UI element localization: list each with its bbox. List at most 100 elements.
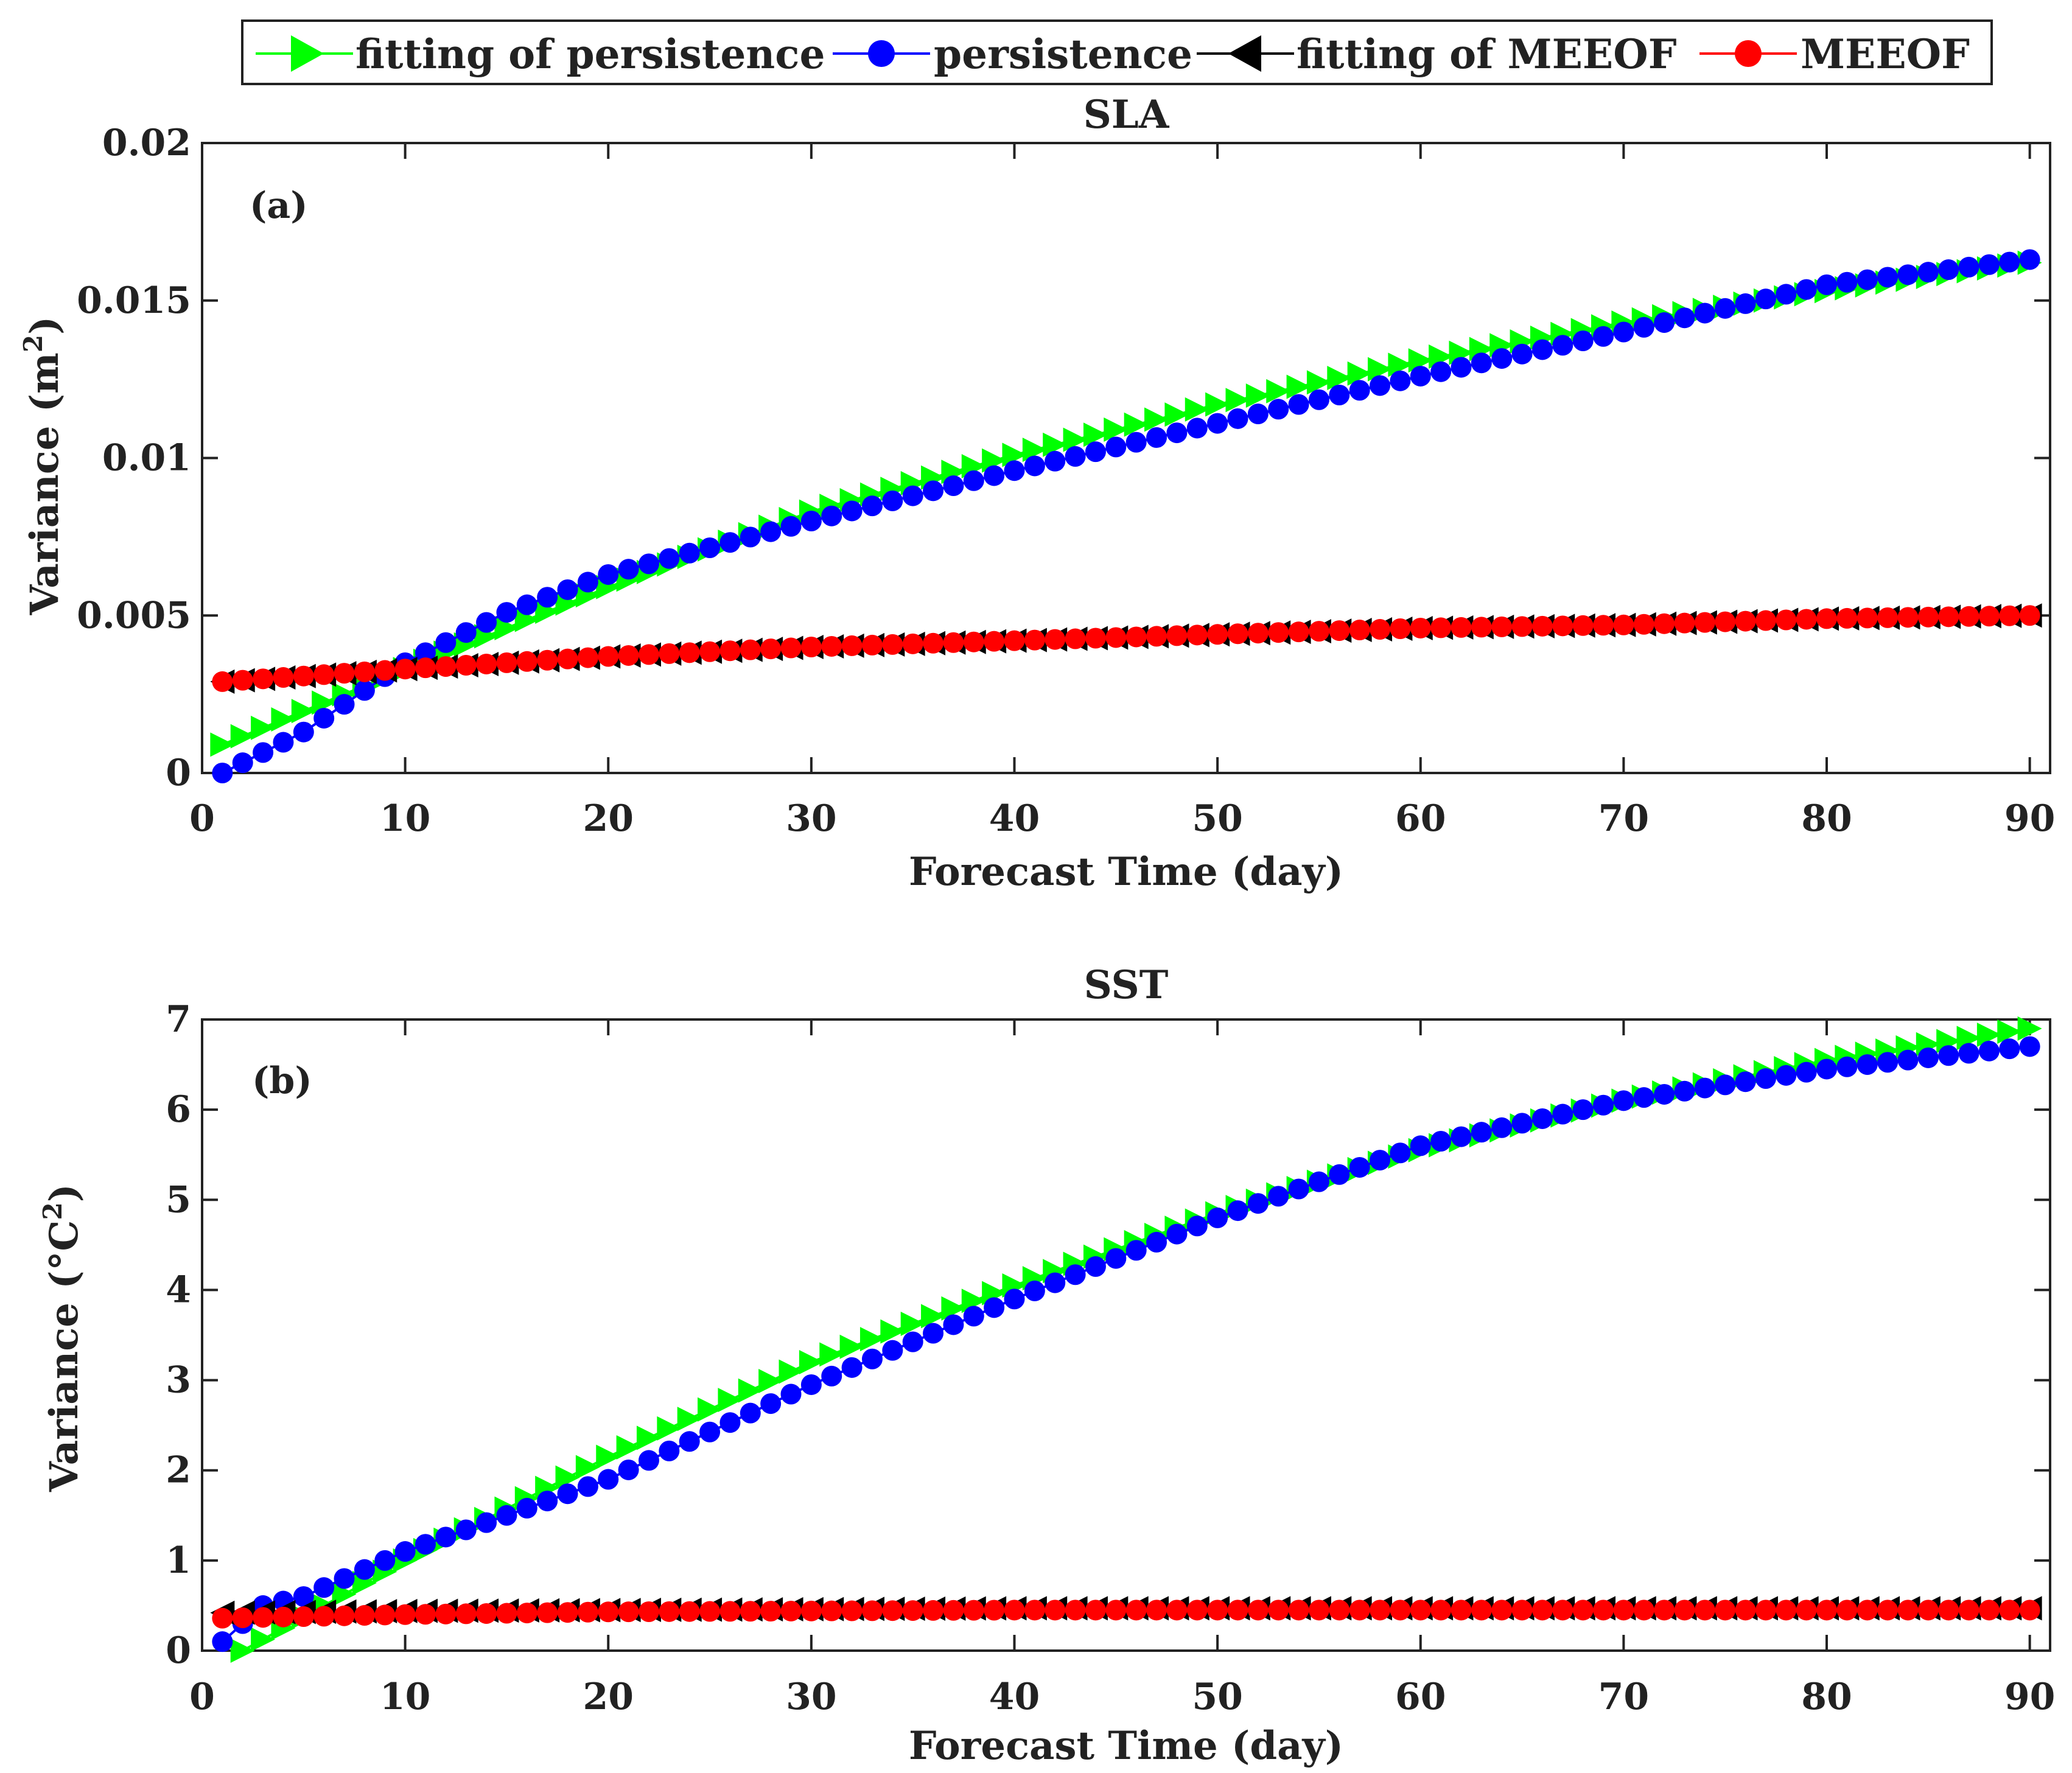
sla-persistence-point <box>1613 321 1634 343</box>
sst-meeof-point <box>253 1607 274 1628</box>
sla-meeof-point <box>577 647 598 668</box>
sst-meeof-point <box>1999 1600 2020 1621</box>
sla-meeof-point <box>1491 616 1513 637</box>
sst-persistence-point <box>598 1469 619 1490</box>
sla-meeof-point <box>699 641 721 662</box>
sla-meeof-point <box>1836 607 1858 629</box>
sla-meeof-point <box>1938 606 1959 628</box>
sla-persistence-point <box>882 490 903 511</box>
sla-persistence-point <box>496 602 517 623</box>
sla-x-tick-label: 80 <box>1801 797 1852 840</box>
sst-persistence-point <box>1593 1094 1614 1116</box>
sla-meeof-point <box>882 634 903 655</box>
sst-meeof-point <box>1796 1600 1817 1621</box>
sla-meeof-point <box>1978 606 2000 627</box>
sla-persistence-point <box>516 594 537 615</box>
sla-meeof-point <box>861 634 883 656</box>
sla-meeof-point <box>1451 617 1472 638</box>
sla-persistence-point <box>212 763 233 783</box>
sst-meeof-point <box>861 1600 883 1621</box>
sla-persistence-point <box>1065 446 1086 467</box>
sla-meeof-point <box>719 640 741 662</box>
sst-persistence-point <box>1085 1256 1106 1277</box>
sst-meeof-point <box>313 1606 335 1627</box>
sst-persistence-point <box>293 1586 314 1607</box>
sla-persistence-point <box>1146 427 1167 448</box>
sst-persistence-point <box>1065 1264 1086 1285</box>
sst-persistence-point <box>1308 1171 1329 1192</box>
sla-persistence-point <box>841 500 863 522</box>
sst-fitting-of-persistence-point <box>575 1455 600 1480</box>
sst-meeof-point <box>923 1600 944 1621</box>
sst-persistence-point <box>313 1577 335 1598</box>
sst-persistence-point <box>1857 1054 1878 1075</box>
sla-fitting-of-persistence-point <box>494 615 519 640</box>
sla-meeof-point <box>800 637 822 657</box>
sst-meeof-point <box>516 1603 537 1624</box>
sst-persistence-point <box>1491 1117 1513 1138</box>
sst-y-axis-title-sup: 2 <box>38 1202 68 1220</box>
sst-fitting-of-persistence-point <box>718 1388 743 1413</box>
legend-triangle-left-marker <box>1228 35 1261 72</box>
sst-fitting-of-persistence-point <box>941 1296 966 1321</box>
sst-meeof-point <box>618 1601 639 1623</box>
sst-fitting-of-persistence-point <box>921 1304 946 1329</box>
sla-meeof-point <box>1085 628 1106 649</box>
sla-meeof-point <box>1613 614 1634 635</box>
sst-fitting-of-persistence-point <box>961 1289 986 1313</box>
sla-meeof-point <box>1552 615 1573 637</box>
sst-meeof-point <box>963 1600 984 1621</box>
sla-meeof-point <box>1227 623 1248 645</box>
sla-persistence-point <box>1735 293 1756 314</box>
sst-persistence-point <box>1978 1040 2000 1061</box>
sst-persistence-point <box>537 1491 558 1512</box>
sla-meeof-point <box>1471 617 1492 638</box>
sla-meeof-point <box>1633 614 1654 635</box>
sla-meeof-point <box>455 655 477 676</box>
sst-persistence-point <box>1938 1045 1959 1066</box>
sst-meeof-point <box>1349 1600 1370 1621</box>
sst-persistence-point <box>2019 1036 2040 1057</box>
sla-persistence-point <box>1308 389 1329 410</box>
sla-persistence-point <box>455 622 477 643</box>
sla-meeof-point <box>1166 625 1188 646</box>
sst-persistence-point <box>1897 1049 1919 1071</box>
sla-meeof-point <box>1958 606 1979 627</box>
sla-persistence-point <box>1958 256 1979 278</box>
sst-fitting-of-persistence-point <box>819 1342 844 1367</box>
sst-meeof-point <box>638 1601 659 1623</box>
sst-meeof-point <box>1065 1600 1086 1621</box>
sla-persistence-point <box>659 548 680 569</box>
sla-meeof-point <box>1186 624 1208 646</box>
sla-meeof-point <box>638 644 659 665</box>
sla-fitting-of-persistence-point <box>514 607 539 632</box>
sst-persistence-point <box>861 1348 883 1369</box>
sst-meeof-point <box>1146 1600 1167 1621</box>
sst-meeof-point <box>1288 1600 1309 1621</box>
sla-persistence-point <box>1288 394 1309 415</box>
sst-x-tick-label: 40 <box>989 1676 1040 1718</box>
sla-fitting-of-persistence-point <box>251 715 276 740</box>
sst-persistence-point <box>1511 1113 1533 1134</box>
sla-fitting-of-persistence-point <box>1327 366 1352 391</box>
sst-meeof-point <box>1268 1600 1289 1621</box>
sla-x-tick-label: 40 <box>989 797 1040 840</box>
sst-persistence-point <box>1390 1142 1411 1164</box>
sst-persistence-point <box>496 1505 517 1526</box>
sst-persistence-point <box>212 1631 233 1652</box>
sla-meeof-point <box>313 664 335 685</box>
sla-persistence-point <box>699 537 721 558</box>
sla-persistence-point <box>1674 307 1695 329</box>
sla-meeof-point <box>1654 613 1675 634</box>
sst-meeof-point <box>1247 1600 1269 1621</box>
sla-fitting-of-persistence-point <box>1063 427 1088 452</box>
sst-plot-area: 0 10 20 30 40 50 60 70 80 90 0 1 2 3 4 5 6 7 <box>166 998 2055 1718</box>
sst-y-tick-label: 0 <box>166 1629 191 1672</box>
sla-persistence-point <box>1451 357 1472 378</box>
sst-x-tick-label: 50 <box>1192 1676 1243 1718</box>
sst-meeof-point <box>1430 1600 1452 1621</box>
sla-persistence-point <box>861 495 883 517</box>
sla-persistence-point <box>1999 251 2020 273</box>
sla-persistence-point <box>1654 312 1675 333</box>
sst-x-tick-label: 0 <box>189 1676 215 1718</box>
